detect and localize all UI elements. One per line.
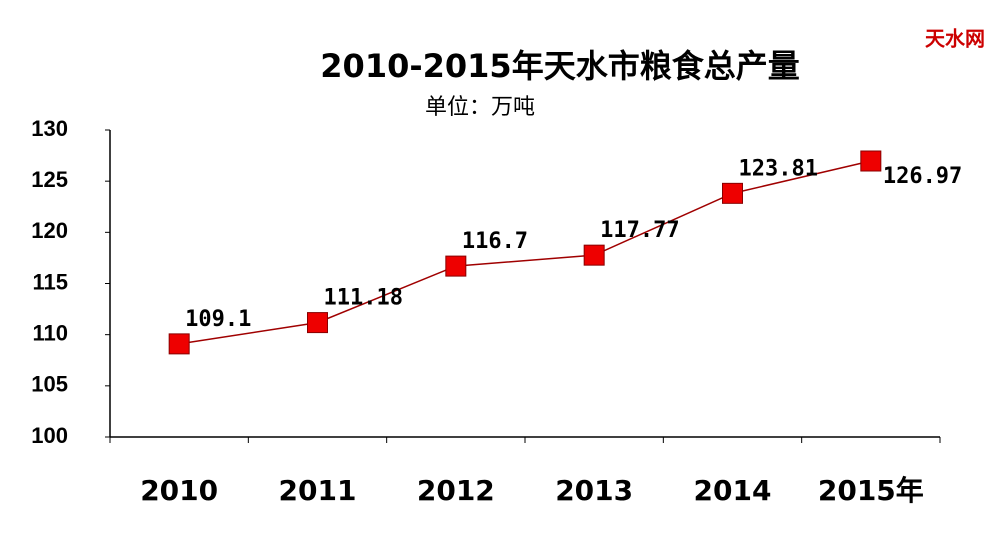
y-tick-label: 130 — [31, 116, 68, 141]
y-tick-label: 120 — [31, 218, 68, 243]
x-tick-label: 2011 — [279, 474, 357, 507]
data-point — [583, 244, 605, 266]
y-tick-label: 125 — [31, 167, 68, 192]
data-label: 111.18 — [324, 286, 403, 311]
data-point — [445, 255, 467, 277]
data-label: 116.7 — [462, 229, 528, 254]
y-tick-label: 100 — [31, 423, 68, 448]
y-tick-label: 105 — [31, 372, 68, 397]
data-point — [168, 333, 190, 355]
x-tick-label: 2014 — [694, 474, 772, 507]
data-point — [722, 182, 743, 204]
x-tick-label: 2012 — [417, 474, 495, 507]
x-tick-label: 2013 — [555, 474, 633, 507]
chart-subtitle: 单位：万吨 — [425, 95, 535, 120]
data-line — [179, 160, 872, 345]
data-label: 117.77 — [600, 218, 679, 243]
x-tick-label: 2010 — [140, 474, 218, 507]
data-point — [860, 150, 882, 172]
data-point — [307, 312, 328, 334]
data-label: 126.97 — [883, 164, 962, 189]
x-tick-label: 2015年 — [818, 474, 924, 507]
watermark: 天水网 — [925, 27, 985, 51]
chart-title: 2010-2015年天水市粮食总产量 — [320, 47, 799, 85]
y-tick-label: 115 — [33, 269, 69, 294]
y-tick-label: 110 — [33, 320, 69, 345]
data-label: 123.81 — [739, 156, 818, 181]
data-label: 109.1 — [185, 307, 251, 332]
